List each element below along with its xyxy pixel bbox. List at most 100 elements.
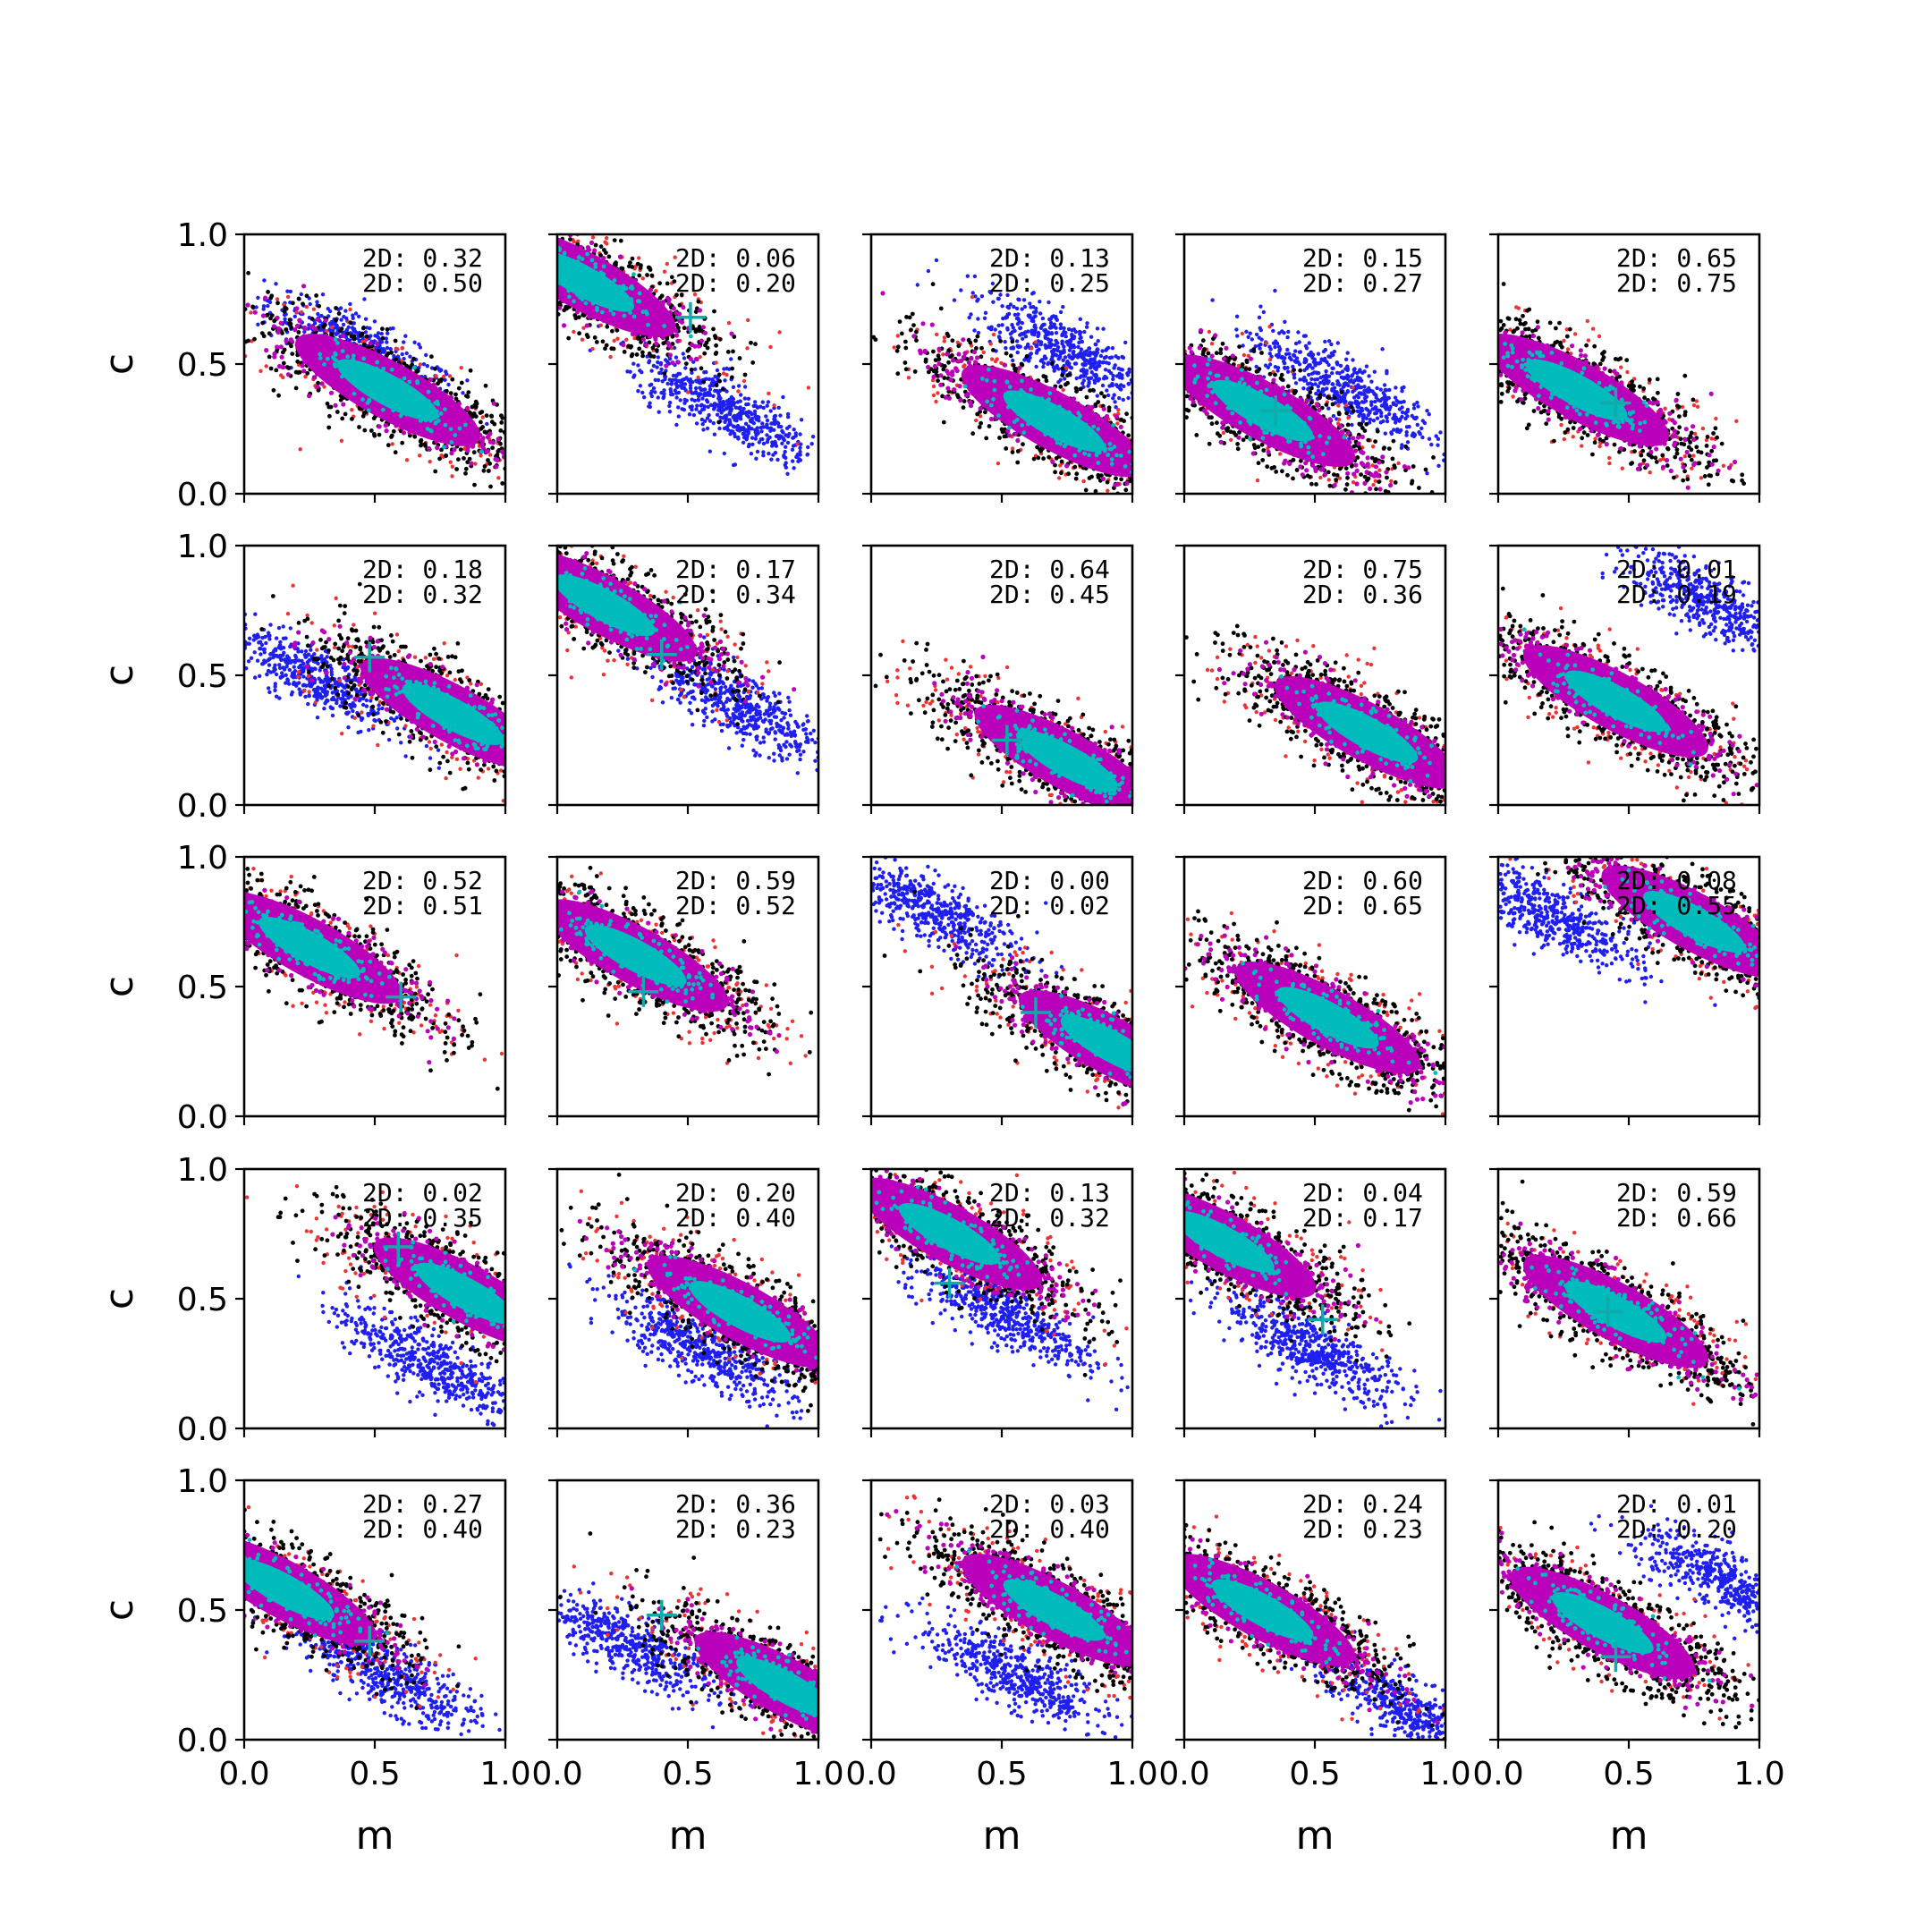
blue-point (1098, 353, 1104, 359)
red-point (935, 332, 939, 337)
black-point (598, 244, 604, 250)
cyan-point (363, 364, 369, 369)
magenta-point (674, 310, 679, 316)
cyan-point (559, 264, 564, 269)
black-point (321, 324, 326, 329)
black-point (696, 299, 701, 304)
black-point (462, 456, 466, 461)
blue-point (1081, 357, 1086, 361)
blue-point (1023, 345, 1028, 351)
cyan-point (567, 294, 572, 300)
black-point (486, 469, 491, 473)
blue-point (708, 393, 713, 397)
black-point (600, 339, 606, 344)
blue-point (1050, 356, 1055, 361)
blue-point (1017, 297, 1021, 302)
red-point (448, 460, 453, 464)
red-point (434, 374, 438, 378)
blue-point (696, 398, 701, 402)
black-point (730, 366, 734, 371)
cyan-point (580, 273, 585, 277)
black-point (433, 366, 437, 371)
magenta-point (645, 328, 650, 334)
cyan-point (585, 279, 590, 284)
blue-point (1038, 311, 1043, 316)
blue-point (757, 440, 761, 445)
magenta-point (660, 301, 665, 307)
blue-point (772, 414, 777, 419)
cyan-point (607, 303, 612, 309)
blue-point (330, 322, 335, 326)
blue-point (787, 432, 792, 436)
blue-point (425, 364, 429, 369)
blue-point (743, 421, 749, 426)
blue-point (424, 352, 428, 358)
y-tick-label: 0.5 (177, 347, 228, 384)
black-point (411, 356, 416, 361)
cyan-point (598, 292, 604, 297)
blue-point (1026, 342, 1030, 347)
red-point (487, 453, 493, 457)
black-point (640, 350, 645, 355)
blue-point (1018, 344, 1022, 349)
cyan-point (362, 370, 367, 376)
cyan-point (340, 349, 345, 353)
magenta-point (591, 314, 597, 319)
red-point (441, 374, 446, 379)
black-point (683, 361, 689, 366)
blue-point (772, 428, 776, 432)
cyan-point (587, 284, 592, 289)
cyan-point (689, 334, 693, 339)
magenta-point (348, 351, 353, 356)
blue-point (648, 391, 653, 395)
blue-point (698, 410, 702, 414)
blue-point (1063, 355, 1068, 360)
cyan-point (435, 399, 440, 404)
cyan-point (611, 311, 616, 317)
black-point (454, 467, 459, 471)
blue-point (694, 421, 699, 426)
blue-point (326, 307, 330, 311)
cyan-point (375, 386, 379, 392)
blue-point (1015, 350, 1020, 355)
red-point (264, 364, 268, 369)
blue-point (998, 292, 1003, 297)
blue-point (691, 360, 696, 364)
magenta-point (475, 431, 480, 436)
black-point (415, 369, 420, 374)
cyan-point (637, 291, 642, 296)
cyan-point (448, 427, 453, 432)
blue-point (365, 326, 369, 330)
magenta-point (361, 350, 367, 355)
magenta-point (315, 384, 320, 389)
black-point (665, 281, 670, 286)
black-point (481, 468, 487, 473)
cyan-point (402, 392, 408, 397)
magenta-point (323, 318, 328, 323)
magenta-point (444, 415, 449, 421)
red-point (726, 320, 732, 326)
blue-point (1121, 397, 1126, 402)
blue-point (1111, 377, 1115, 382)
blue-point (1111, 396, 1115, 401)
black-point (291, 301, 295, 306)
magenta-point (666, 297, 672, 302)
blue-point (690, 407, 694, 412)
cyan-point (572, 299, 576, 304)
blue-point (746, 414, 751, 419)
black-point (250, 304, 255, 309)
black-point (402, 361, 407, 366)
black-point (895, 344, 901, 350)
magenta-point (652, 310, 657, 316)
blue-point (799, 442, 803, 446)
cyan-point (367, 368, 372, 373)
blue-point (705, 426, 710, 431)
red-point (581, 326, 586, 330)
black-point (393, 338, 398, 343)
magenta-point (278, 320, 284, 326)
blue-point (1052, 322, 1057, 326)
cyan-point (428, 415, 433, 419)
magenta-point (427, 445, 432, 452)
black-point (473, 399, 479, 404)
